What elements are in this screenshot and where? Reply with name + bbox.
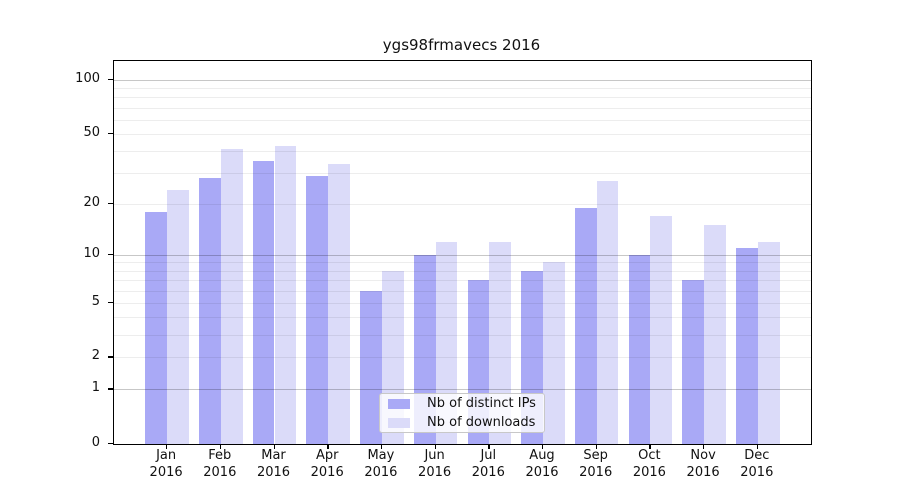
y-tick-label: 1 (91, 380, 100, 396)
x-tick-mark (273, 444, 275, 450)
x-tick-mark (488, 444, 490, 450)
gridline-minor (114, 302, 811, 304)
y-tick-label: 50 (83, 124, 100, 140)
gridline-minor (114, 133, 811, 135)
x-tick-mark (380, 444, 383, 450)
x-tick-label-jun: Jun 2016 (418, 448, 452, 480)
plot-area (113, 60, 812, 445)
x-tick-mark (703, 444, 705, 450)
gridline-minor (114, 203, 811, 205)
gridline-major (114, 254, 811, 256)
bar-distinct-ips-oct (628, 254, 651, 444)
legend-item-distinct-ips: Nb of distinct IPs (380, 394, 544, 413)
legend: Nb of distinct IPs Nb of downloads (379, 393, 545, 433)
bar-downloads-aug (543, 262, 565, 444)
y-tick-mark (108, 356, 113, 358)
x-tick-mark (327, 444, 329, 450)
x-tick-label-jan: Jan 2016 (149, 448, 183, 480)
y-tick-mark (108, 132, 113, 135)
y-tick-mark (108, 79, 113, 81)
y-tick-mark (108, 443, 113, 445)
gridline-minor (114, 279, 811, 281)
legend-label: Nb of downloads (427, 415, 536, 430)
x-tick-mark (595, 444, 598, 450)
x-tick-label-mar: Mar 2016 (256, 448, 291, 480)
x-tick-mark (434, 444, 436, 450)
x-tick-label-sep: Sep 2016 (579, 448, 613, 480)
x-tick-label-dec: Dec 2016 (740, 448, 774, 480)
bar-distinct-ips-sep (574, 207, 597, 444)
legend-swatch (388, 398, 410, 409)
x-tick-label-nov: Nov 2016 (686, 448, 720, 480)
gridline-minor (114, 334, 811, 336)
legend-label: Nb of distinct IPs (427, 396, 536, 411)
gridline-minor (114, 270, 811, 272)
gridline-minor (114, 262, 811, 264)
x-tick-mark (649, 444, 651, 450)
x-tick-mark (542, 444, 544, 450)
x-tick-label-feb: Feb 2016 (203, 448, 237, 480)
x-tick-mark (219, 444, 222, 450)
y-tick-label: 100 (75, 71, 100, 86)
bar-downloads-mar (274, 145, 297, 444)
x-tick-label-jul: Jul 2016 (471, 448, 505, 480)
y-tick-mark (108, 388, 113, 390)
bar-downloads-sep (596, 181, 619, 444)
legend-item-downloads: Nb of downloads (380, 413, 544, 432)
bar-downloads-feb (220, 149, 243, 444)
gridline-major (114, 80, 811, 81)
y-tick-mark (108, 301, 113, 304)
y-tick-label: 0 (91, 435, 100, 450)
gridline-minor (114, 173, 811, 175)
bar-distinct-ips-dec (736, 248, 758, 444)
bar-downloads-apr (328, 163, 350, 444)
x-tick-label-may: May 2016 (364, 448, 398, 480)
y-tick-label: 10 (83, 245, 100, 261)
y-tick-mark (108, 253, 113, 256)
bar-distinct-ips-mar (252, 161, 275, 444)
y-tick-label: 2 (91, 348, 100, 364)
gridline-minor (114, 88, 811, 90)
bar-distinct-ips-nov (682, 280, 705, 444)
x-tick-label-aug: Aug 2016 (525, 448, 559, 480)
chart-title: ygs98frmavecs 2016 (382, 36, 541, 54)
bar-downloads-nov (704, 225, 726, 444)
legend-swatch (388, 417, 410, 428)
gridline-minor (114, 317, 811, 319)
gridline-minor (114, 97, 811, 99)
bar-distinct-ips-feb (199, 178, 221, 444)
y-tick-label: 5 (91, 293, 100, 309)
gridline-minor (114, 107, 811, 109)
x-tick-mark (756, 444, 759, 450)
bar-distinct-ips-may (360, 290, 382, 444)
gridline-minor (114, 357, 811, 359)
x-tick-label-oct: Oct 2016 (632, 448, 666, 480)
gridline-major (114, 389, 811, 391)
gridline-minor (114, 119, 811, 121)
bar-downloads-dec (757, 241, 780, 444)
gridline-minor (114, 290, 811, 292)
x-tick-mark (166, 444, 168, 450)
bar-distinct-ips-jan (145, 211, 168, 444)
y-tick-label: 20 (83, 194, 100, 210)
y-tick-mark (108, 202, 113, 205)
bar-distinct-ips-apr (306, 175, 329, 444)
gridline-minor (114, 151, 811, 153)
bar-downloads-oct (650, 216, 673, 444)
bar-downloads-jan (167, 190, 189, 444)
x-tick-label-apr: Apr 2016 (310, 448, 344, 480)
